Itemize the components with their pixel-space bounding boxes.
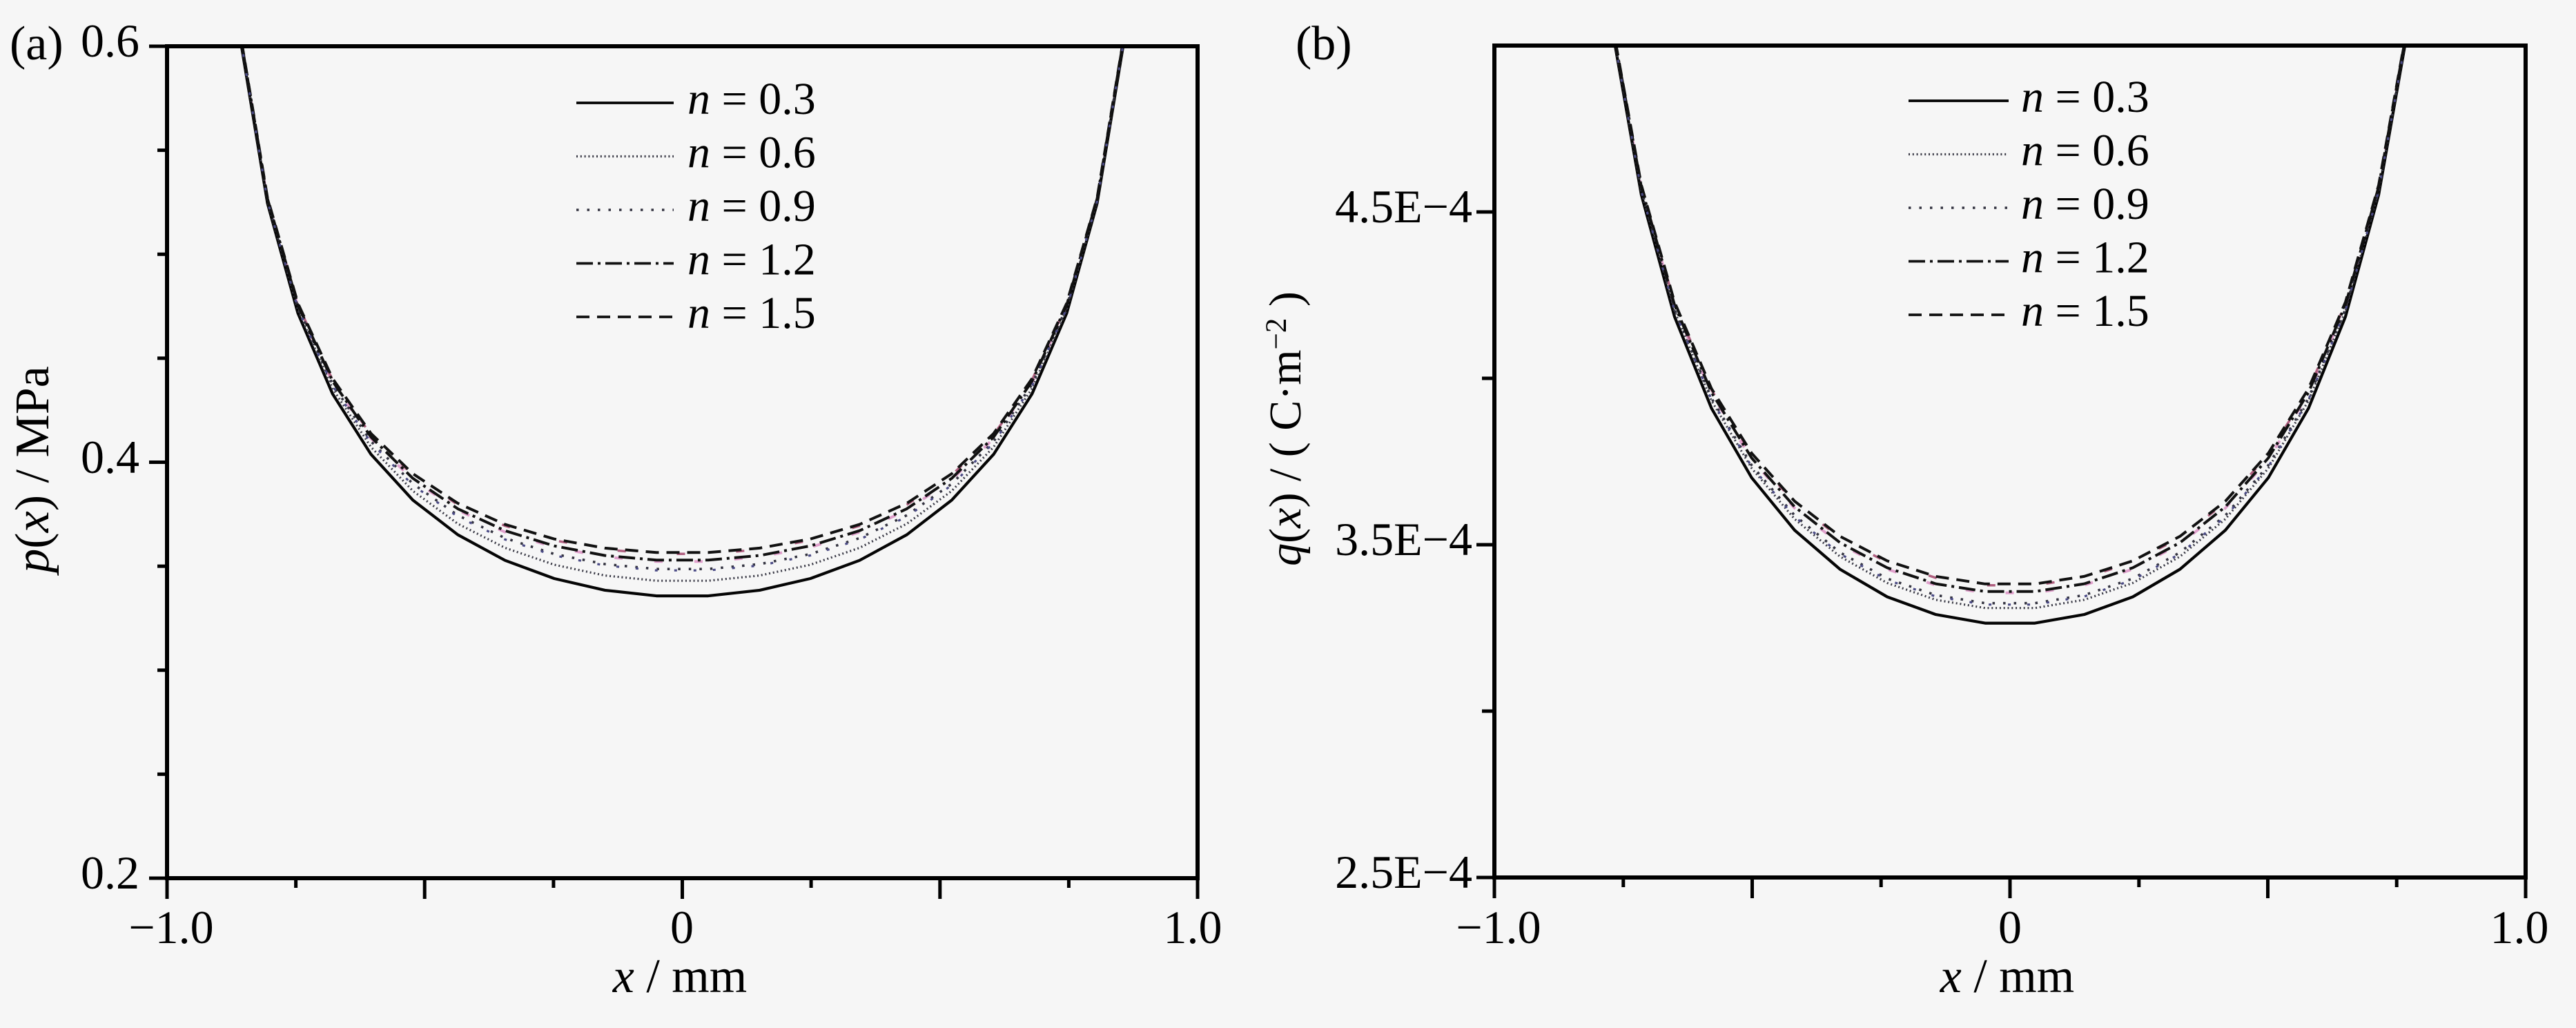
svg-text:(b): (b): [1296, 17, 1352, 70]
svg-text:n = 1.2: n = 1.2: [687, 235, 816, 285]
svg-text:0.2: 0.2: [81, 846, 139, 899]
svg-text:n = 1.5: n = 1.5: [687, 288, 816, 338]
svg-text:−1.0: −1.0: [1456, 901, 1541, 953]
svg-text:1.0: 1.0: [1164, 901, 1222, 953]
svg-text:n = 1.5: n = 1.5: [2021, 286, 2149, 336]
svg-text:n = 0.6: n = 0.6: [687, 128, 816, 178]
svg-text:n = 0.9: n = 0.9: [687, 181, 816, 231]
svg-text:x / mm: x / mm: [612, 950, 747, 1003]
svg-text:0: 0: [670, 901, 694, 953]
svg-text:n = 0.3: n = 0.3: [2021, 72, 2149, 122]
svg-text:(a): (a): [10, 17, 64, 70]
svg-text:p(x) / MPa: p(x) / MPa: [6, 366, 59, 576]
svg-text:1.0: 1.0: [2490, 901, 2549, 953]
svg-text:x / mm: x / mm: [1940, 950, 2074, 1003]
svg-text:4.5E−4: 4.5E−4: [1335, 180, 1472, 233]
svg-text:−1.0: −1.0: [128, 901, 213, 953]
svg-text:2.5E−4: 2.5E−4: [1335, 846, 1472, 898]
svg-text:q(x) / ( C·m−2 ): q(x) / ( C·m−2 ): [1260, 291, 1311, 566]
svg-text:n = 1.2: n = 1.2: [2021, 233, 2149, 283]
svg-text:0: 0: [1998, 901, 2022, 953]
svg-text:3.5E−4: 3.5E−4: [1335, 513, 1472, 565]
svg-text:n = 0.9: n = 0.9: [2021, 179, 2149, 229]
svg-text:n = 0.3: n = 0.3: [687, 74, 816, 124]
svg-text:n = 0.6: n = 0.6: [2021, 126, 2149, 176]
svg-text:0.6: 0.6: [81, 14, 139, 67]
svg-text:0.4: 0.4: [81, 431, 139, 483]
